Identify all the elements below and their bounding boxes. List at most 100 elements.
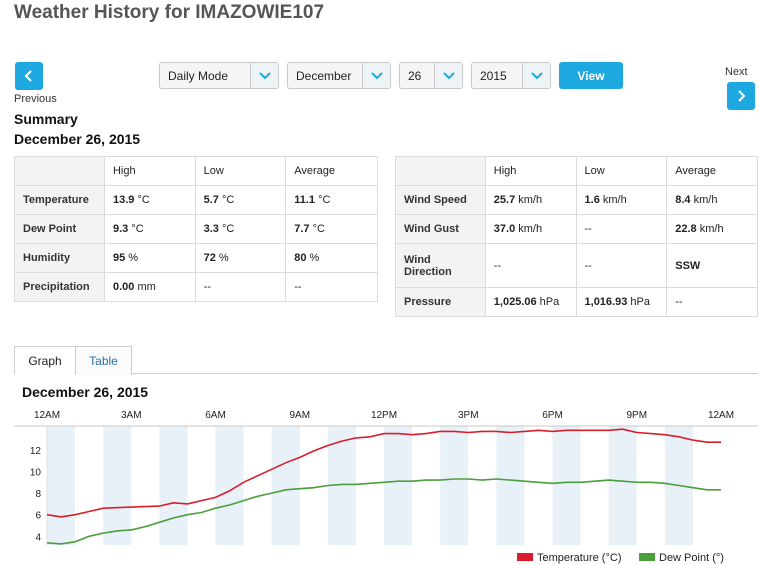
unit: °C <box>221 223 235 235</box>
value: -- <box>294 281 302 293</box>
table-header-high: High <box>103 156 196 186</box>
value: 72 <box>203 252 216 264</box>
tab-table[interactable]: Table <box>76 346 132 375</box>
previous-button[interactable] <box>15 62 43 90</box>
value: 5.7 <box>203 194 219 206</box>
mode-select[interactable]: Daily Mode <box>159 62 279 89</box>
temperature-line <box>46 428 721 518</box>
mode-select-value: Daily Mode <box>168 68 229 83</box>
cell-low: 1.6 km/h <box>575 185 668 215</box>
value: 7.7 <box>294 223 310 235</box>
cell-average: SSW <box>666 243 758 288</box>
cell-average: 80 % <box>285 243 378 273</box>
row-label: Precipitation <box>14 272 105 302</box>
value: 95 <box>112 252 126 264</box>
table-row: Precipitation 0.00 mm -- -- <box>14 272 378 302</box>
x-tick-label: 12AM <box>34 410 60 421</box>
summary-heading: Summary <box>14 111 78 127</box>
unit: % <box>218 252 229 264</box>
unit: hPa <box>630 296 650 308</box>
value: 13.9 <box>112 194 135 206</box>
next-label[interactable]: Next <box>725 66 748 78</box>
month-select[interactable]: December <box>287 62 391 89</box>
row-label: Dew Point <box>14 214 105 244</box>
unit: % <box>309 252 320 264</box>
x-tick-label: 12AM <box>708 410 734 421</box>
value: SSW <box>675 259 701 272</box>
chevron-down-icon <box>434 63 462 88</box>
hour-band <box>47 426 76 545</box>
unit: km/h <box>693 194 718 206</box>
table-header-row: High Low Average <box>14 156 378 186</box>
hour-band <box>103 426 132 545</box>
cell-low: 72 % <box>194 243 287 273</box>
unit: mm <box>137 281 156 293</box>
cell-high: 13.9 °C <box>103 185 196 215</box>
table-row: Pressure 1,025.06 hPa 1,016.93 hPa -- <box>395 287 758 317</box>
x-tick-label: 3PM <box>458 410 479 421</box>
hour-band <box>440 426 469 545</box>
graph-title: December 26, 2015 <box>22 384 149 400</box>
weather-chart: 12AM 3AM 6AM 9AM 12PM 3PM 6PM 9PM 12AM 4 6 8 10 12 Tem… <box>14 410 758 564</box>
cell-average: 22.8 km/h <box>666 214 758 244</box>
value: 1.6 <box>584 194 600 206</box>
y-tick-label: 4 <box>35 532 41 543</box>
day-select[interactable]: 26 <box>399 62 463 89</box>
legend-label: Dew Point (°) <box>659 552 724 564</box>
hour-band <box>384 426 413 545</box>
month-select-value: December <box>296 68 352 83</box>
x-tick-label: 9AM <box>289 410 310 421</box>
table-row: Dew Point 9.3 °C 3.3 °C 7.7 °C <box>14 214 378 244</box>
table-header-blank <box>14 156 105 186</box>
cell-average: -- <box>666 287 758 317</box>
table-row: Wind Speed 25.7 km/h 1.6 km/h 8.4 km/h <box>395 185 758 215</box>
cell-high: 37.0 km/h <box>484 214 577 244</box>
view-tabs: Graph Table <box>14 346 758 375</box>
x-tick-label: 12PM <box>371 410 397 421</box>
table-header-row: High Low Average <box>395 156 758 186</box>
previous-label[interactable]: Previous <box>14 93 57 105</box>
unit: km/h <box>602 194 627 206</box>
value: -- <box>675 296 683 308</box>
value: 3.3 <box>203 223 219 235</box>
row-label: Humidity <box>14 243 105 273</box>
unit: km/h <box>699 223 724 235</box>
x-tick-label: 6PM <box>542 410 563 421</box>
view-button[interactable]: View <box>559 62 623 89</box>
table-row: Wind Direction -- -- SSW <box>395 243 758 288</box>
tab-graph[interactable]: Graph <box>14 346 76 375</box>
value: 37.0 <box>493 223 516 235</box>
chevron-left-icon <box>24 70 32 82</box>
row-label: Pressure <box>395 287 486 317</box>
year-select[interactable]: 2015 <box>471 62 551 89</box>
unit: °C <box>312 223 325 235</box>
value: 22.8 <box>675 223 697 235</box>
hour-band <box>271 426 300 545</box>
value: 0.00 <box>112 281 135 293</box>
next-button[interactable] <box>727 82 755 110</box>
y-tick-label: 12 <box>30 446 42 457</box>
cell-average: 8.4 km/h <box>666 185 758 215</box>
unit: km/h <box>518 223 543 235</box>
chevron-right-icon <box>738 90 746 102</box>
x-tick-label: 9PM <box>626 410 647 421</box>
cell-high: 9.3 °C <box>103 214 196 244</box>
cell-average: -- <box>285 272 378 302</box>
unit: °C <box>318 194 331 206</box>
hour-band <box>552 426 581 545</box>
unit: hPa <box>539 296 560 308</box>
summary-table-conditions: High Low Average Temperature 13.9 °C 5.7… <box>14 156 378 302</box>
value: 11.1 <box>294 194 316 206</box>
day-select-value: 26 <box>408 68 422 83</box>
summary-date: December 26, 2015 <box>14 131 141 147</box>
cell-low: -- <box>575 243 668 288</box>
row-label: Wind Gust <box>395 214 486 244</box>
y-tick-label: 6 <box>35 511 41 522</box>
value: 25.7 <box>493 194 516 206</box>
value: -- <box>203 281 211 293</box>
table-header-high: High <box>484 156 577 186</box>
cell-low: -- <box>194 272 287 302</box>
table-header-low: Low <box>575 156 668 186</box>
value: 80 <box>294 252 307 264</box>
unit: °C <box>137 194 150 206</box>
